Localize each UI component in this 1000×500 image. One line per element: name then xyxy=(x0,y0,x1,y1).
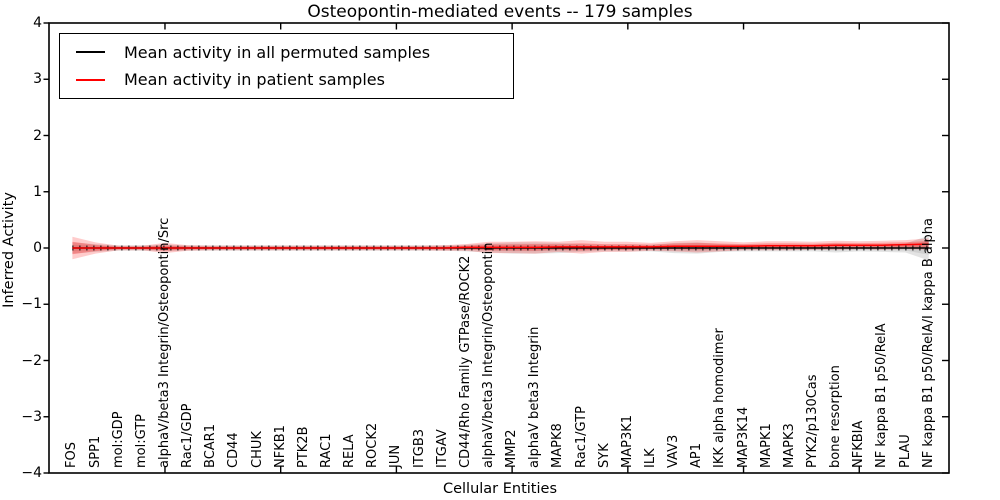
x-category-label: ITGAV xyxy=(434,429,450,468)
x-category-label: AP1 xyxy=(689,442,705,468)
x-category-label: SYK xyxy=(596,443,612,468)
x-category-label: bone resorption xyxy=(828,365,844,468)
x-category-label: ITGB3 xyxy=(411,428,427,468)
legend-label-patient: Mean activity in patient samples xyxy=(124,70,385,90)
x-category-label: BCAR1 xyxy=(203,424,219,468)
x-category-label: alphaV/beta3 Integrin/Osteopontin/Src xyxy=(156,217,172,468)
x-category-label: IKK alpha homodimer xyxy=(712,328,728,468)
patient-mean-line xyxy=(72,243,929,249)
y-tick-label: 3 xyxy=(33,71,42,88)
legend: Mean activity in all permuted samples Me… xyxy=(59,33,514,99)
x-category-label: mol:GDP xyxy=(110,411,126,468)
x-category-label: ROCK2 xyxy=(365,422,381,468)
x-category-label: SPP1 xyxy=(87,435,103,468)
x-category-label: ILK xyxy=(642,448,658,468)
x-category-label: NFKBIA xyxy=(851,420,867,468)
x-axis-label: Cellular Entities xyxy=(442,481,558,497)
x-category-label: Rac1/GTP xyxy=(573,406,589,468)
legend-item-permuted: Mean activity in all permuted samples xyxy=(60,43,513,62)
legend-line-permuted-icon xyxy=(76,51,105,54)
x-category-label: PTK2B xyxy=(295,426,311,469)
legend-line-patient-icon xyxy=(76,78,105,81)
y-tick-label: −4 xyxy=(21,465,42,481)
x-category-label: PYK2/p130Cas xyxy=(804,374,820,468)
y-tick-label: 1 xyxy=(33,183,42,200)
x-category-label: MAPK3 xyxy=(781,423,797,468)
y-axis-label: Inferred Activity xyxy=(1,192,17,308)
y-tick-label: 2 xyxy=(33,127,42,144)
legend-item-patient: Mean activity in patient samples xyxy=(60,70,513,89)
x-category-label: CHUK xyxy=(249,431,265,468)
x-category-label: VAV3 xyxy=(666,434,682,468)
x-category-label: Rac1/GDP xyxy=(180,403,196,468)
x-category-label: PLAU xyxy=(897,434,913,468)
x-category-label: MAP3K14 xyxy=(735,406,751,468)
x-category-label: mol:GTP xyxy=(133,414,149,468)
x-category-label: MAPK8 xyxy=(550,423,566,468)
x-category-label: RELA xyxy=(342,434,358,468)
y-tick-label: 0 xyxy=(33,240,42,256)
x-category-label: NF kappa B1 p50/RelA/I kappa B alpha xyxy=(920,218,936,468)
x-category-label: JUN xyxy=(388,444,404,468)
y-tick-label: 4 xyxy=(33,15,42,31)
x-category-label: MAP3K1 xyxy=(619,414,635,468)
x-category-label: MAPK1 xyxy=(758,423,774,468)
x-category-label: alphaV beta3 Integrin xyxy=(527,326,543,468)
chart-title: Osteopontin-mediated events -- 179 sampl… xyxy=(307,2,693,22)
y-tick-label: −3 xyxy=(21,408,42,425)
legend-label-permuted: Mean activity in all permuted samples xyxy=(124,42,431,62)
y-tick-label: −1 xyxy=(21,296,42,313)
x-category-label: CD44 xyxy=(226,432,242,468)
x-category-label: RAC1 xyxy=(318,433,334,468)
x-category-label: NF kappa B1 p50/RelA xyxy=(874,323,890,468)
x-category-label: FOS xyxy=(64,442,80,468)
y-tick-label: −2 xyxy=(21,352,42,369)
x-category-label: alphaV/beta3 Integrin/Osteopontin xyxy=(480,242,496,468)
x-category-label: MMP2 xyxy=(504,429,520,468)
x-category-label: NFKB1 xyxy=(272,425,288,468)
x-category-label: CD44/Rho Family GTPase/ROCK2 xyxy=(457,255,473,468)
